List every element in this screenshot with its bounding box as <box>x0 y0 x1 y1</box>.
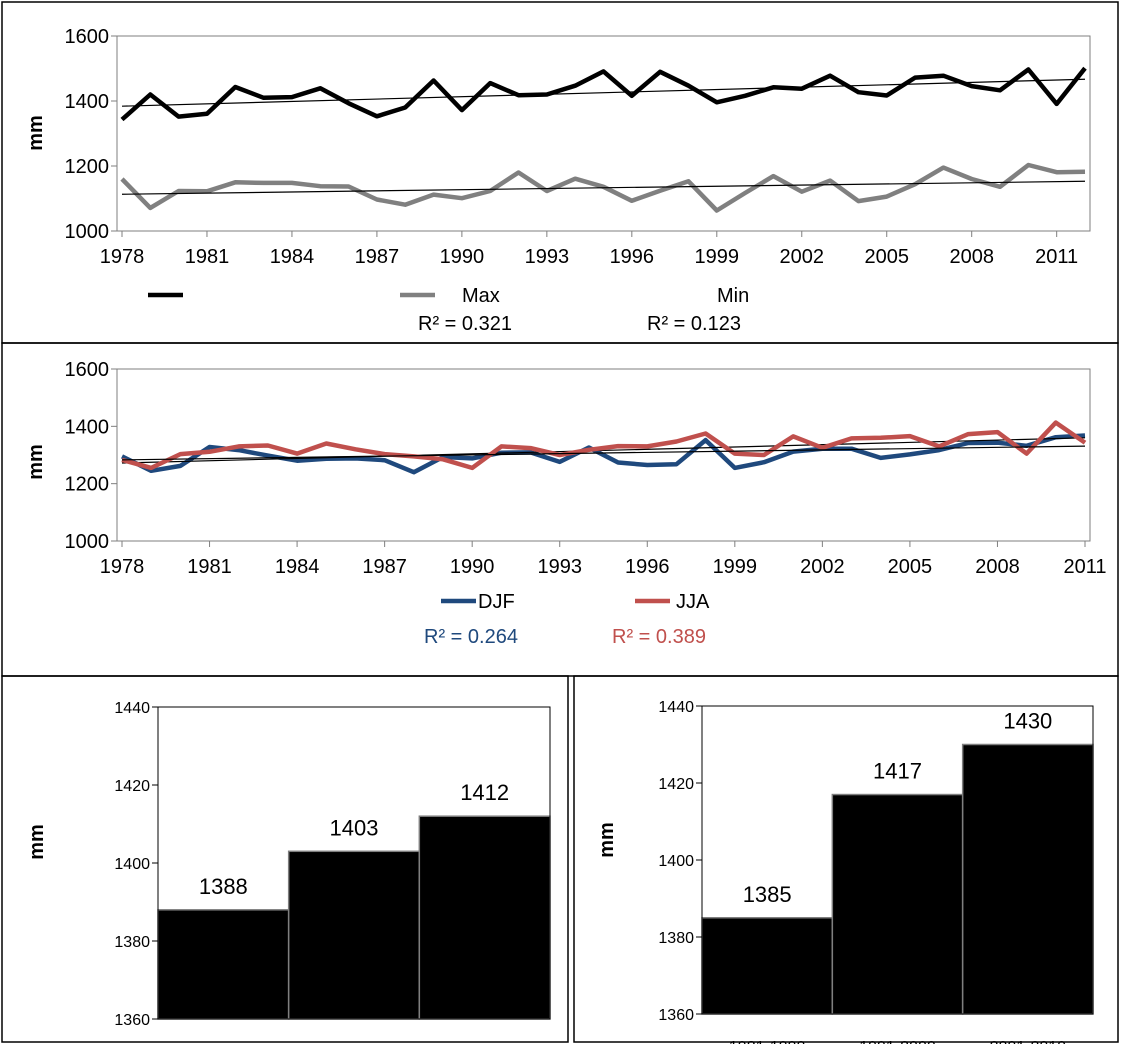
x-tick-label: 2011 <box>1035 246 1078 268</box>
y-axis-label: mm <box>25 115 47 151</box>
r-squared-min: R² = 0.123 <box>647 313 741 335</box>
y-axis-label: mm <box>25 444 47 480</box>
bar <box>157 909 290 1020</box>
x-tick-label: 1999 <box>713 556 758 578</box>
y-tick-label: 1360 <box>658 1007 694 1024</box>
y-axis-label: mm <box>26 824 48 860</box>
legend-label-min: Min <box>717 285 749 307</box>
r-squared-jja: R² = 0.389 <box>612 626 706 648</box>
x-tick-label: 1990 <box>440 246 485 268</box>
x-tick-label: 1987 <box>362 556 407 578</box>
y-tick-label: 1200 <box>65 474 110 496</box>
bar-value-label: 1430 <box>1003 709 1052 734</box>
series-line-max <box>120 66 1087 122</box>
djf-jja-line-chart: mm DJF JJA R² = 0.264 R² = 0.389 1000 120… <box>25 359 1107 648</box>
trend-line-min <box>121 180 1086 195</box>
panel-4-frame <box>573 675 1119 1043</box>
x-tick-label: 1993 <box>537 556 582 578</box>
bar-value-label: 1412 <box>460 780 509 805</box>
decadal-bar-chart-right: mm 1385 1981-1990 1417 1991-2000 1430 2001-20… <box>596 699 1094 1044</box>
x-tick-label: 1990 <box>450 556 495 578</box>
bar-value-label: 1385 <box>743 882 792 907</box>
x-tick-label: 1978 <box>100 246 145 268</box>
y-tick-label: 1600 <box>65 26 110 48</box>
y-axis-label: mm <box>596 822 618 858</box>
y-tick-label: 1380 <box>658 930 694 947</box>
r-squared-max: R² = 0.321 <box>418 313 512 335</box>
y-tick-label: 1420 <box>114 778 150 795</box>
x-tick-label: 2011 <box>1063 556 1106 578</box>
y-tick-label: 1380 <box>114 934 150 951</box>
x-tick-label: 2005 <box>864 246 909 268</box>
x-tick-label: 1996 <box>610 246 655 268</box>
x-tick-label: 2008 <box>949 246 994 268</box>
y-tick-label: 1600 <box>65 359 110 381</box>
x-tick-label: 1981 <box>187 556 232 578</box>
y-tick-label: 1440 <box>658 699 694 716</box>
legend-label-max: Max <box>462 285 500 307</box>
legend-label-jja: JJA <box>676 591 710 613</box>
legend-label-djf: DJF <box>478 591 515 613</box>
x-tick-label: 1991-2000 <box>859 1039 936 1044</box>
bar <box>418 815 551 1020</box>
x-tick-label: 1999 <box>695 246 740 268</box>
x-tick-label: 2002 <box>780 246 825 268</box>
x-tick-label: 1981 <box>185 246 230 268</box>
y-tick-label: 1000 <box>65 531 110 553</box>
y-tick-label: 1000 <box>65 221 110 243</box>
y-tick-label: 1420 <box>658 776 694 793</box>
bar <box>831 793 964 1015</box>
panel-3-frame <box>1 675 569 1043</box>
series-line-min <box>120 162 1086 213</box>
r-squared-djf: R² = 0.264 <box>424 626 518 648</box>
bar-value-label: 1417 <box>873 759 922 784</box>
y-tick-label: 1200 <box>65 156 110 178</box>
y-tick-label: 1440 <box>114 700 150 717</box>
bar <box>961 743 1094 1015</box>
y-tick-label: 1400 <box>65 416 110 438</box>
x-tick-label: 1996 <box>625 556 670 578</box>
bar-value-label: 1388 <box>199 874 248 899</box>
decadal-bar-chart-left: mm 13881981-199014031991-200014122001-20… <box>26 700 551 1029</box>
y-tick-label: 1400 <box>114 856 150 873</box>
trend-line-jja <box>121 445 1086 461</box>
x-tick-label: 1987 <box>355 246 400 268</box>
trend-line-max <box>121 78 1086 107</box>
x-tick-label: 1984 <box>275 556 320 578</box>
y-tick-label: 1400 <box>65 91 110 113</box>
y-tick-label: 1360 <box>114 1012 150 1029</box>
plot-area <box>116 368 1091 542</box>
max-min-line-chart: mm Max Min R² = 0.321 R² = 0.123 1000 120… <box>25 26 1091 335</box>
y-tick-label: 1400 <box>658 853 694 870</box>
x-tick-label: 2005 <box>888 556 933 578</box>
x-tick-label: 2008 <box>975 556 1020 578</box>
panel-2-frame <box>1 342 1119 677</box>
plot-area <box>116 35 1091 232</box>
x-tick-label: 1984 <box>270 246 315 268</box>
series-line-jja <box>121 420 1087 471</box>
x-tick-label: 1981-1990 <box>729 1039 806 1044</box>
x-tick-label: 1993 <box>525 246 570 268</box>
bar <box>701 917 834 1015</box>
x-tick-label: 1978 <box>100 556 145 578</box>
bar-value-label: 1403 <box>330 815 379 840</box>
bar <box>287 850 421 1020</box>
x-tick-label: 2002 <box>800 556 845 578</box>
